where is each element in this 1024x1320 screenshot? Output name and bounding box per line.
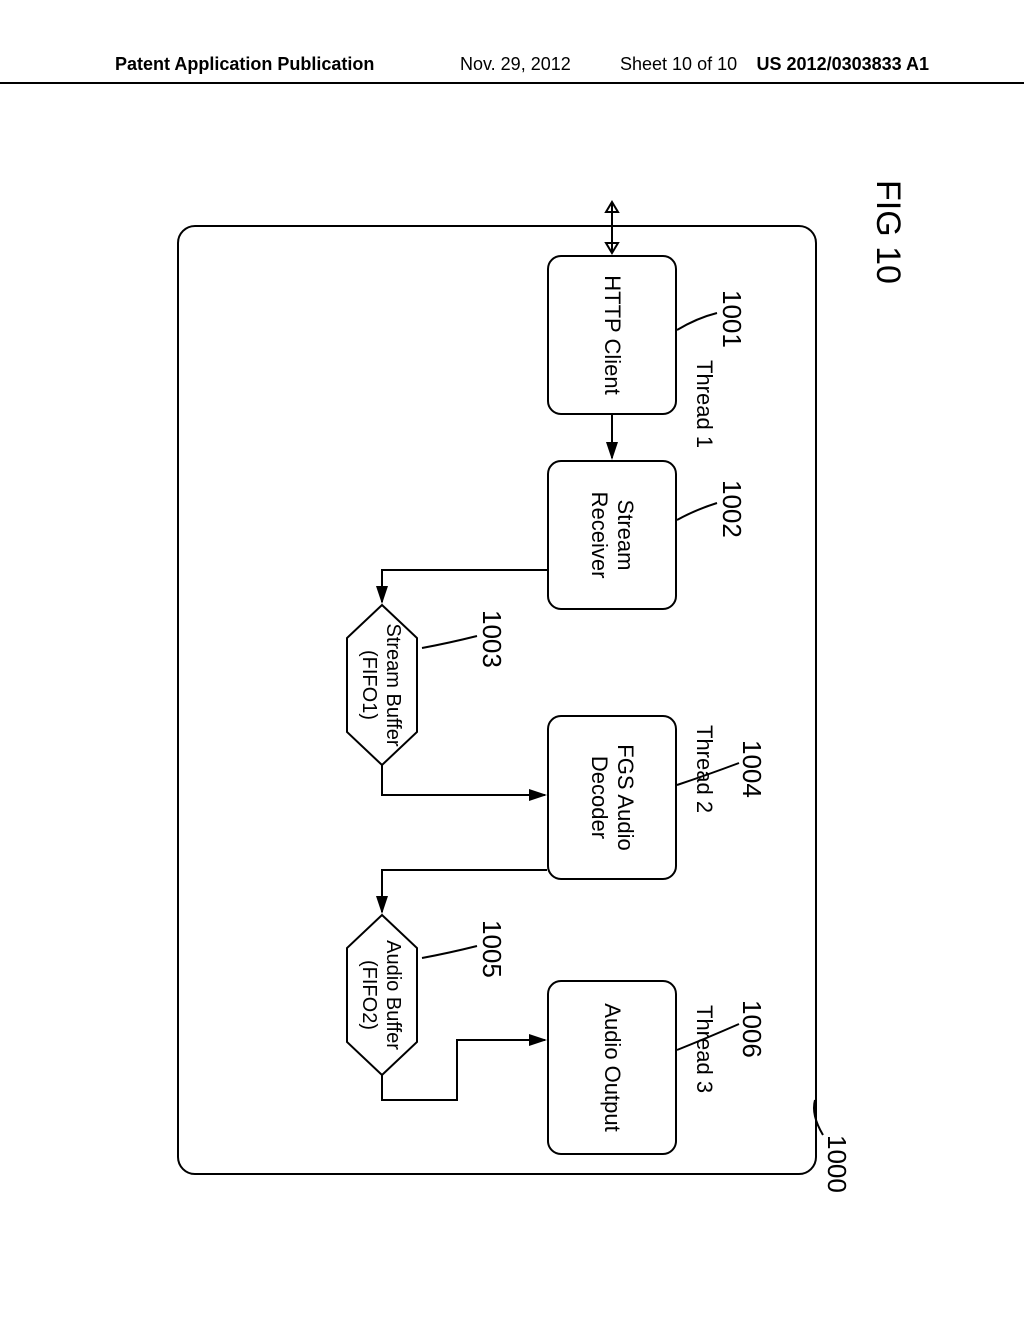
- header-date: Nov. 29, 2012: [460, 54, 571, 75]
- stream-receiver-node: Stream Receiver: [547, 460, 677, 610]
- ref-1004: 1004: [736, 740, 767, 798]
- system-container: [177, 225, 817, 1175]
- http-client-text: HTTP Client: [599, 275, 625, 394]
- figure-page: FIG 10 1000 Thread 1 Thread 2 Thread 3 1…: [0, 120, 1024, 1270]
- ref-1006: 1006: [736, 1000, 767, 1058]
- header-sheet: Sheet 10 of 10: [620, 54, 737, 75]
- ref-main: 1000: [821, 1135, 852, 1193]
- audio-output-node: Audio Output: [547, 980, 677, 1155]
- ref-1001: 1001: [716, 290, 747, 348]
- thread3-label: Thread 3: [691, 1005, 717, 1093]
- header-publication: Patent Application Publication: [115, 54, 374, 75]
- ref-1005: 1005: [476, 920, 507, 978]
- ref-1002: 1002: [716, 480, 747, 538]
- stream-receiver-text: Stream Receiver: [586, 492, 639, 579]
- audio-output-text: Audio Output: [599, 1003, 625, 1131]
- header-pubno: US 2012/0303833 A1: [757, 54, 929, 75]
- diagram-rotated-wrapper: FIG 10 1000 Thread 1 Thread 2 Thread 3 1…: [117, 170, 907, 1220]
- thread1-label: Thread 1: [691, 360, 717, 448]
- page-header: Patent Application Publication Nov. 29, …: [0, 54, 1024, 84]
- http-client-node: HTTP Client: [547, 255, 677, 415]
- figure-label: FIG 10: [868, 180, 907, 284]
- thread2-label: Thread 2: [691, 725, 717, 813]
- ref-1003: 1003: [476, 610, 507, 668]
- decoder-node: FGS Audio Decoder: [547, 715, 677, 880]
- decoder-text: FGS Audio Decoder: [586, 744, 639, 850]
